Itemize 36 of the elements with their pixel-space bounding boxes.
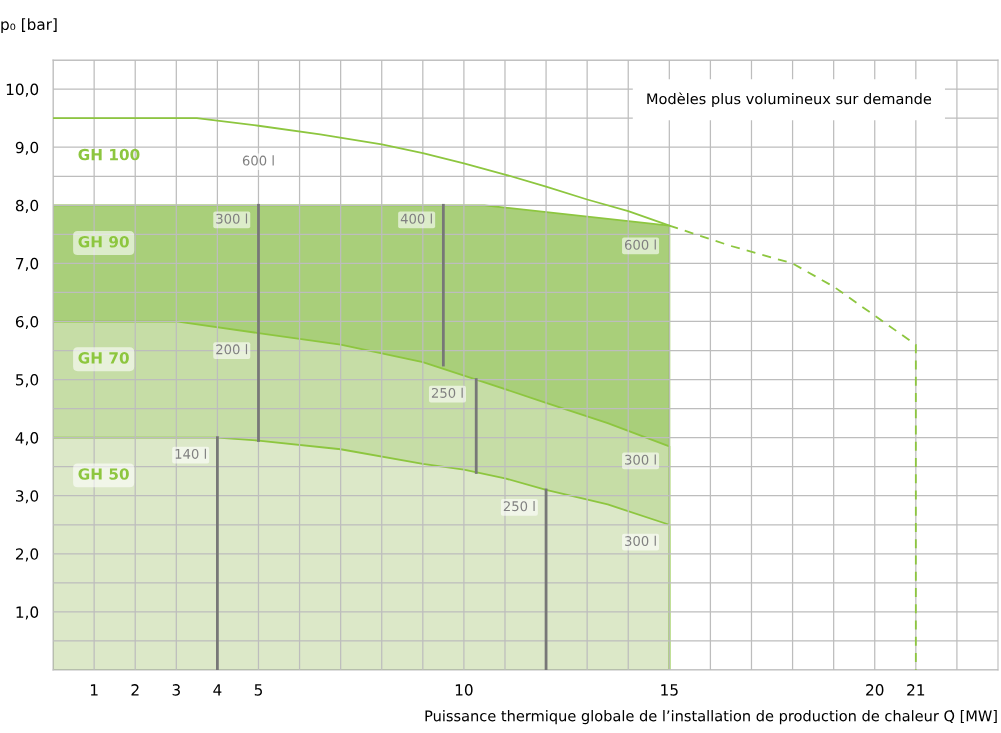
annotation: 600 l	[624, 239, 656, 250]
y-tick-label: 1,0	[16, 606, 39, 620]
y-tick-label: 3,0	[16, 490, 39, 504]
annotation: 300 l	[216, 213, 248, 224]
annotation: 600 l	[242, 155, 274, 166]
y-tick-label: 5,0	[16, 374, 39, 388]
x-tick-label: 21	[907, 684, 925, 696]
x-tick-label: 20	[866, 684, 884, 696]
x-tick-label: 15	[661, 684, 678, 696]
x-tick-label: 10	[455, 684, 473, 696]
y-axis-title: p₀ [bar]	[1, 18, 57, 34]
annotation: 300 l	[625, 535, 656, 547]
series-label: GH 90	[78, 235, 129, 248]
annotation: 400 l	[400, 213, 432, 224]
x-axis-title: Puissance thermique globale de l’installation de production de chaleur Q̇ [MW]	[425, 710, 997, 725]
x-tick-label: 1	[90, 684, 98, 696]
y-tick-label: 9,0	[15, 141, 39, 155]
y-tick-label: 8,0	[15, 199, 39, 213]
y-tick-label: 10,0	[6, 83, 39, 97]
x-tick-label: 5	[254, 684, 262, 696]
y-tick-label: 4,0	[15, 432, 39, 446]
annotation: 200 l	[216, 344, 248, 355]
annotation: 140 l	[175, 448, 206, 459]
series-label: GH 70	[78, 352, 129, 364]
series-label: GH 50	[78, 468, 129, 480]
x-tick-label: 4	[213, 684, 222, 696]
y-tick-label: 2,0	[15, 548, 39, 562]
x-tick-label: 2	[131, 684, 139, 696]
annotation: 250 l	[431, 387, 463, 398]
annotation: 300 l	[625, 454, 656, 465]
y-tick-label: 7,0	[16, 257, 39, 271]
y-tick-label: 6,0	[15, 315, 39, 330]
text: GH 100	[78, 148, 140, 161]
annotation: 250 l	[503, 500, 535, 512]
x-tick-label: 3	[172, 684, 180, 696]
annotation: Modèles plus volumineux sur demande	[647, 92, 932, 108]
